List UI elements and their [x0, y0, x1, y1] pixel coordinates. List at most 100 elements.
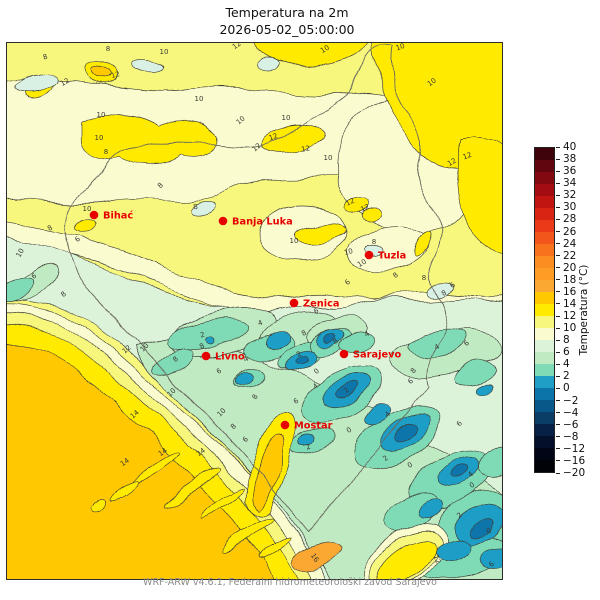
colorbar-tick-mark	[556, 170, 560, 172]
colorbar-tick-label: 20	[563, 261, 577, 274]
contour-value-label: 6	[313, 306, 320, 315]
contour-value-label: 8	[59, 290, 68, 299]
contour-value-label: 8	[104, 148, 108, 156]
city-marker	[280, 420, 290, 430]
contour-value-label: 6	[343, 278, 352, 287]
contour-value-label: 4	[242, 354, 250, 363]
contour-value-label: 6	[73, 235, 82, 244]
contour-value-label: 12	[359, 203, 370, 214]
contour-value-label: 0	[468, 481, 476, 490]
contour-value-label: 6	[487, 560, 496, 569]
colorbar-axis-label: Temperatura (°C)	[578, 264, 590, 356]
colorbar-tick-mark	[556, 255, 560, 257]
contour-value-label: 8	[106, 45, 110, 53]
colorbar-tick-label: 8	[563, 333, 570, 346]
colorbar-tick-mark	[556, 146, 560, 148]
colorbar-tick-label: 18	[563, 273, 577, 286]
contour-value-label: 2	[305, 443, 312, 452]
contour-value-label: 6	[455, 419, 464, 428]
colorbar-tick-label: 2	[563, 370, 570, 383]
contour-value-label: 8	[229, 422, 238, 431]
colorbar-tick-mark	[556, 218, 560, 220]
colorbar-tick-label: 0	[563, 382, 570, 395]
colorbar-segment	[535, 280, 554, 292]
contour-value-label: 10	[216, 407, 228, 419]
contour-value-label: 8	[251, 393, 260, 401]
colorbar-tick-label: −8	[563, 430, 579, 443]
contour-value-label: 10	[395, 43, 406, 52]
contour-value-label: 10	[426, 77, 438, 89]
colorbar-segment	[535, 196, 554, 208]
colorbar-segment	[535, 208, 554, 220]
contour-value-label: 8	[198, 342, 206, 351]
city-marker	[364, 250, 374, 260]
colorbar-segment	[535, 388, 554, 400]
colorbar-ticks: 40 38 36 34 32 30 28 26 24 22 20 18 16 14 12 10 8 6 4 2 0 −2−…	[555, 141, 595, 479]
colorbar-tick-label: 14	[563, 297, 577, 310]
contour-value-label: 12	[344, 197, 355, 208]
contour-value-label: 12	[432, 554, 443, 565]
colorbar-segment	[535, 244, 554, 256]
colorbar-tick-mark	[556, 182, 560, 184]
colorbar-segment	[535, 328, 554, 340]
colorbar-tick-mark	[556, 339, 560, 341]
colorbar-segment	[535, 160, 554, 172]
contour-value-label: 0	[406, 461, 414, 470]
attribution-text: WRF-ARW v4.6.1, Federalni hidrometeorolo…	[143, 577, 437, 588]
colorbar-tick-label: 38	[563, 152, 577, 165]
contour-value-label: 12	[231, 43, 243, 51]
colorbar-tick-mark	[556, 279, 560, 281]
city-marker	[89, 210, 99, 220]
contour-value-label: 8	[391, 271, 400, 280]
colorbar-segment	[535, 460, 554, 472]
contour-value-label: 10	[290, 237, 299, 245]
colorbar-segment	[535, 376, 554, 388]
city-label: Bihać	[103, 210, 133, 222]
contour-value-label: 4	[311, 382, 320, 391]
contour-value-label: 12	[251, 142, 263, 154]
colorbar-segment	[535, 148, 554, 160]
contour-value-label: 8	[440, 289, 448, 298]
colorbar-segment	[535, 316, 554, 328]
colorbar-tick-mark	[556, 424, 560, 426]
contour-value-label: 10	[319, 44, 331, 55]
contour-value-label: 6	[215, 366, 223, 375]
city-marker	[201, 351, 211, 361]
contour-value-label: 14	[195, 446, 207, 458]
city-marker	[289, 298, 299, 308]
colorbar-tick-mark	[556, 448, 560, 450]
colorbar-segment	[535, 436, 554, 448]
colorbar-segment	[535, 292, 554, 304]
contour-value-label: 6	[292, 396, 300, 405]
contour-value-label: 8	[409, 366, 418, 375]
colorbar-tick-label: 22	[563, 249, 577, 262]
colorbar-tick-label: −12	[563, 442, 586, 455]
city-label: Mostar	[294, 421, 333, 432]
colorbar-segment	[535, 400, 554, 412]
city-label: Livno	[215, 352, 245, 363]
city-marker-layer: Bihać Banja Luka Tuzla Zenica Livno Sarajevo M…	[89, 210, 406, 432]
temperature-colorbar: 40 38 36 34 32 30 28 26 24 22 20 18 16 14 12 10 8 6 4 2 0 −2−…	[534, 141, 585, 479]
contour-value-label: 12	[301, 144, 311, 153]
contour-value-label: 0	[345, 426, 353, 435]
colorbar-segment	[535, 448, 554, 460]
contour-value-label: 6	[448, 281, 457, 290]
country-border	[64, 43, 448, 533]
colorbar-tick-mark	[556, 351, 560, 353]
city-label: Sarajevo	[353, 350, 401, 361]
colorbar-tick-label: 26	[563, 225, 577, 238]
city-marker	[339, 349, 349, 359]
contour-value-label: 10	[356, 258, 368, 269]
colorbar-tick-mark	[556, 472, 560, 474]
contour-value-label: 6	[462, 339, 471, 348]
contour-value-label: 0	[312, 367, 321, 376]
colorbar-tick-mark	[556, 206, 560, 208]
colorbar-tick-mark	[556, 327, 560, 329]
contour-value-label: 10	[166, 387, 178, 399]
colorbar-segment	[535, 172, 554, 184]
colorbar-tick-label: 12	[563, 309, 577, 322]
colorbar-tick-label: −2	[563, 394, 579, 407]
contour-value-label: 16	[309, 552, 321, 564]
